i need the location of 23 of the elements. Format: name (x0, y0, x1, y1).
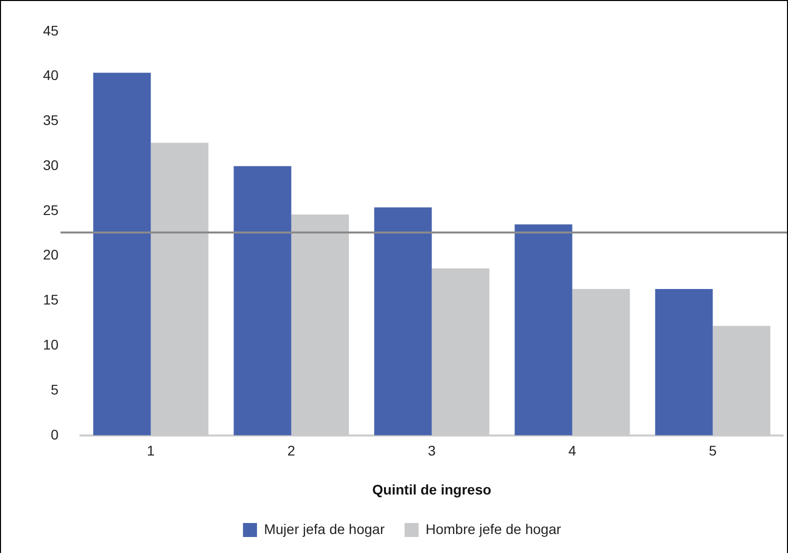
bar (93, 72, 151, 436)
y-tick-label: 15 (42, 292, 59, 308)
bar (234, 166, 292, 436)
x-tick-label: 5 (708, 442, 717, 459)
legend-label: Hombre jefe de hogar (426, 520, 562, 537)
x-tick-label: 3 (428, 442, 436, 459)
y-tick-label: 35 (42, 112, 59, 128)
y-tick-label: 5 (50, 381, 59, 398)
x-axis-title: Quintil de ingreso (372, 481, 492, 498)
legend-label: Mujer jefa de hogar (264, 520, 385, 537)
bar (655, 289, 713, 436)
bar (514, 224, 572, 436)
bar (374, 207, 432, 436)
x-tick-label: 2 (287, 442, 296, 459)
y-tick-label: 25 (42, 202, 59, 218)
x-tick-label: 4 (568, 442, 576, 459)
y-tick-label: 45 (42, 22, 59, 38)
x-tick-label: 1 (146, 442, 155, 459)
y-tick-label: 20 (42, 246, 59, 263)
y-tick-label: 30 (42, 156, 59, 173)
y-tick-label: 10 (42, 336, 59, 352)
y-tick-label: 0 (50, 426, 59, 442)
y-tick-label: 40 (42, 67, 59, 84)
